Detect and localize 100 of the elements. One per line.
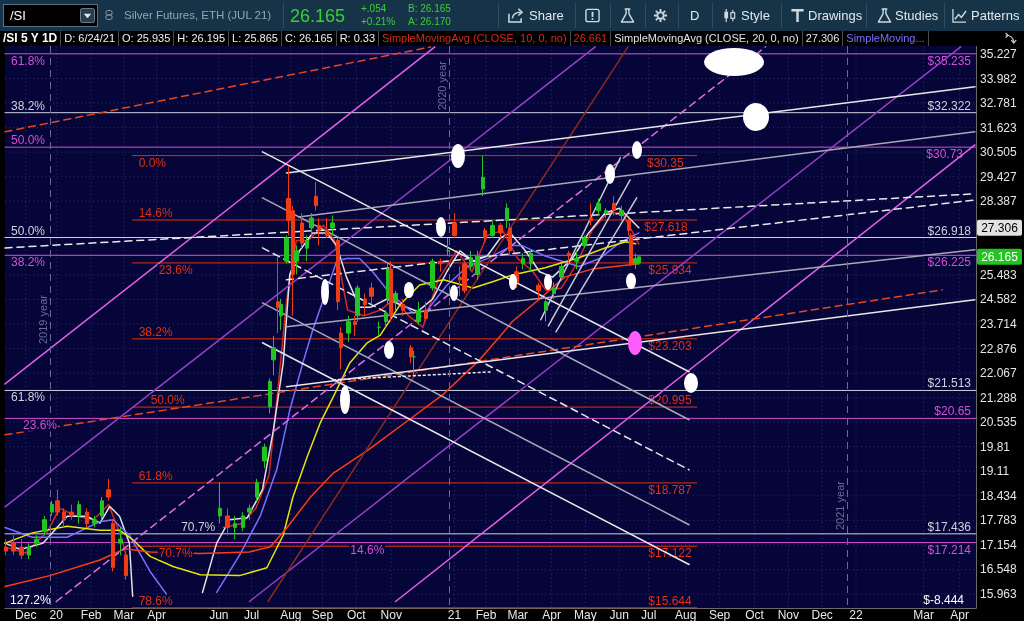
data-label: $21.513 — [927, 376, 972, 391]
x-tick-label: Jul — [243, 608, 260, 621]
x-tick-label: Apr — [542, 608, 561, 621]
text: 27.306 — [802, 31, 844, 46]
y-tick-label: 32.781 — [980, 96, 1018, 111]
annotation: 50.0% — [150, 393, 185, 408]
annotation: 61.8% — [11, 53, 46, 68]
annotation: 70.7% — [158, 546, 193, 561]
text: D: 6/24/21 — [61, 31, 120, 46]
text: 26.661 — [570, 31, 612, 46]
data-label: $26.225 — [927, 255, 972, 270]
x-tick-label: Nov — [380, 608, 402, 621]
text: Drawings — [808, 8, 863, 23]
x-tick-label: Apr — [950, 608, 969, 621]
y-tick-label: 28.387 — [980, 194, 1018, 209]
x-tick-label: Dec — [15, 608, 37, 621]
annotation: 127.2% — [10, 593, 52, 607]
x-tick-label: Mar — [113, 608, 135, 621]
data-label: $17.214 — [927, 542, 972, 557]
annotation: 61.8% — [138, 468, 173, 483]
x-tick-label: Oct — [346, 608, 367, 621]
data-label: $20.65 — [934, 404, 972, 419]
y-tick-label: 19.81 — [980, 439, 1011, 454]
text: R: 0.33 — [336, 31, 380, 46]
x-tick-label: Feb — [475, 608, 497, 621]
annotation: 38.2% — [11, 98, 46, 113]
y-tick-label: 35.227 — [980, 46, 1018, 61]
data-label: $27.618 — [644, 220, 689, 234]
x-tick-label: Sep — [708, 608, 731, 621]
text: H: 26.195 — [174, 31, 230, 46]
data-label: $17.436 — [927, 519, 972, 534]
data-label: $15.644 — [648, 593, 693, 608]
annotation: 14.6% — [138, 206, 173, 220]
data-label: $32.322 — [927, 98, 972, 113]
text: 26.165 — [290, 6, 346, 26]
text: D — [690, 8, 700, 23]
text: 27.306 — [981, 220, 1019, 235]
annotation: 38.2% — [138, 324, 173, 339]
annotation: 23.6% — [23, 418, 58, 433]
y-tick-label: 17.154 — [980, 537, 1018, 552]
x-tick-label: 20 — [49, 608, 64, 621]
text: A: 26.170 — [408, 16, 451, 27]
annotation: 50.0% — [11, 133, 46, 148]
data-label: $26.918 — [927, 223, 972, 238]
y-tick-label: 24.582 — [980, 292, 1018, 307]
ref-line-label: 2020 year — [436, 60, 448, 110]
text: O: 25.935 — [119, 31, 175, 46]
text: SimpleMoving... — [843, 31, 929, 46]
x-tick-label: Sep — [311, 608, 334, 621]
y-tick-label: 22.876 — [980, 341, 1018, 356]
x-tick-label: Mar — [913, 608, 934, 621]
annotation: 61.8% — [11, 390, 46, 405]
x-tick-label: Oct — [745, 608, 765, 621]
y-tick-label: 23.714 — [980, 316, 1018, 331]
text: +.054 — [361, 3, 387, 14]
y-tick-label: 30.505 — [980, 145, 1018, 160]
text: Share — [529, 8, 564, 23]
text: C: 26.165 — [281, 31, 337, 46]
y-tick-label: 31.623 — [980, 120, 1018, 135]
x-tick-label: Dec — [811, 608, 833, 621]
annotation: 50.0% — [11, 223, 46, 238]
annotation: 38.2% — [11, 255, 46, 270]
ref-line-label: 2021 year — [834, 480, 846, 530]
text: /SI 5 Y 1D — [0, 31, 62, 46]
y-tick-label: 20.535 — [980, 415, 1018, 430]
chart-title: Silver Futures, ETH (JUL 21) — [124, 9, 272, 22]
ref-line-label: 2019 year — [37, 294, 49, 344]
annotation: 70.7% — [181, 519, 216, 534]
y-tick-label: 17.783 — [980, 513, 1018, 528]
x-tick-label: Jun — [209, 608, 229, 621]
y-tick-label: 22.067 — [980, 366, 1018, 381]
y-tick-label: 21.288 — [980, 390, 1018, 405]
annotation: 23.6% — [158, 262, 193, 277]
y-tick-label: 29.427 — [980, 169, 1018, 184]
text: Style — [741, 8, 770, 23]
text: L: 25.865 — [229, 31, 282, 46]
annotation: 14.6% — [350, 542, 385, 557]
data-label: $23.203 — [648, 338, 693, 353]
x-tick-label: Aug — [675, 608, 697, 621]
x-tick-label: Feb — [80, 608, 102, 621]
x-tick-label: Nov — [777, 608, 800, 621]
text: Studies — [895, 8, 939, 23]
annotation: 78.6% — [138, 593, 173, 608]
x-tick-label: Aug — [280, 608, 302, 621]
y-tick-label: 18.434 — [980, 488, 1018, 503]
symbol-field: /SI — [3, 4, 98, 27]
x-tick-label: Jun — [609, 608, 629, 621]
y-tick-label: 15.963 — [980, 587, 1018, 602]
data-label: $18.787 — [648, 482, 693, 497]
annotation: 0.0% — [138, 155, 167, 170]
y-tick-label: 33.982 — [980, 71, 1018, 86]
text: SimpleMovingAvg (CLOSE, 20, 0, no) — [611, 31, 803, 46]
text: Patterns — [971, 8, 1020, 23]
text: SimpleMovingAvg (CLOSE, 10, 0, no) — [379, 31, 571, 46]
annotation: $-8.444 — [923, 593, 965, 607]
y-tick-label: 16.548 — [980, 562, 1018, 577]
x-tick-label: 22 — [849, 608, 863, 621]
x-tick-label: Mar — [507, 608, 529, 621]
data-label: $30.73 — [926, 147, 964, 162]
x-tick-label: May — [574, 608, 597, 621]
